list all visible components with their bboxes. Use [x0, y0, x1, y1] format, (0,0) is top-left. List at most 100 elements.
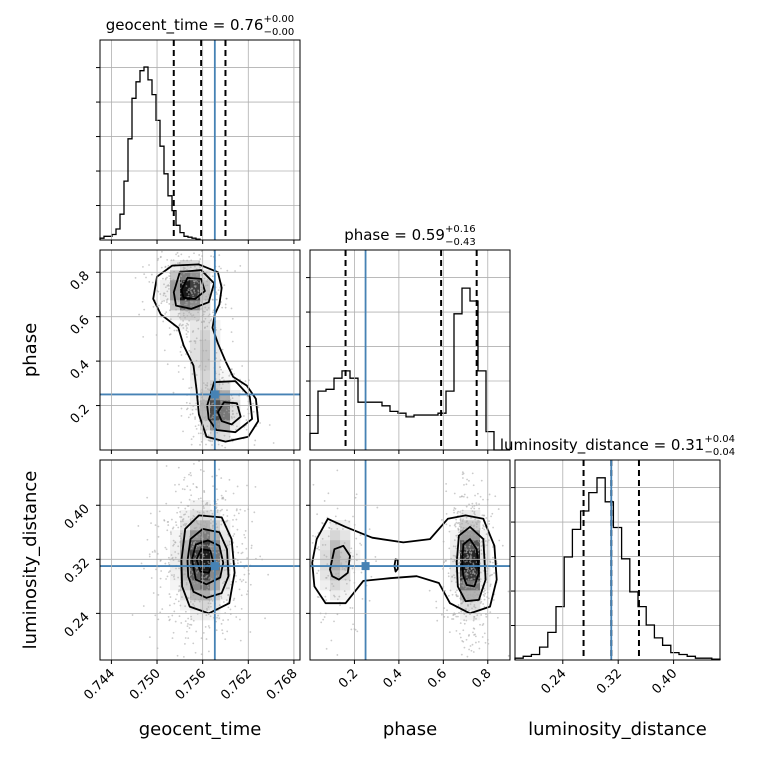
scatter-point [202, 399, 205, 401]
scatter-point [466, 556, 468, 559]
scatter-point [191, 373, 194, 375]
scatter-point [155, 568, 157, 571]
scatter-point [184, 643, 186, 645]
scatter-point [498, 539, 501, 542]
scatter-point [175, 567, 177, 570]
scatter-point [470, 524, 473, 527]
scatter-point [494, 495, 497, 498]
scatter-point [208, 412, 211, 415]
scatter-point [447, 572, 450, 575]
scatter-point [354, 496, 357, 499]
scatter-point [169, 275, 172, 277]
scatter-point [453, 539, 456, 542]
x-tick-label: 0.2 [336, 666, 361, 691]
density-cell [200, 410, 211, 421]
scatter-point [203, 544, 206, 547]
scatter-point [178, 560, 181, 563]
scatter-point [228, 435, 231, 438]
scatter-point [470, 557, 472, 560]
scatter-point [490, 515, 492, 518]
scatter-point [178, 483, 180, 486]
scatter-point [184, 620, 187, 623]
scatter-point [496, 616, 499, 619]
scatter-point [166, 363, 169, 366]
scatter-point [245, 428, 248, 431]
scatter-point [164, 562, 167, 565]
scatter-point [221, 383, 224, 386]
scatter-point [470, 586, 473, 589]
scatter-point [458, 521, 461, 524]
scatter-point [169, 618, 171, 621]
scatter-point [464, 608, 467, 611]
scatter-point [215, 408, 218, 411]
scatter-point [220, 597, 223, 599]
scatter-point [210, 578, 213, 580]
density-cell [230, 420, 241, 431]
scatter-point [188, 473, 190, 476]
scatter-point [215, 328, 218, 331]
scatter-point [164, 312, 167, 315]
scatter-point [484, 641, 487, 644]
scatter-point [199, 265, 202, 268]
scatter-point [175, 308, 177, 311]
scatter-point [187, 289, 190, 291]
scatter-point [200, 274, 203, 276]
scatter-point [239, 618, 241, 621]
scatter-point [199, 308, 201, 311]
density-cell [180, 320, 191, 331]
scatter-point [176, 511, 179, 514]
scatter-point [471, 572, 474, 575]
scatter-point [169, 531, 172, 534]
scatter-point [177, 364, 180, 367]
scatter-point [165, 301, 168, 303]
scatter-point [208, 626, 211, 629]
scatter-point [470, 567, 473, 570]
scatter-point [184, 570, 187, 572]
density-cell [470, 570, 481, 581]
scatter-point [164, 295, 167, 298]
scatter-point [465, 551, 468, 554]
scatter-point [376, 506, 379, 509]
scatter-point [329, 589, 332, 592]
scatter-point [203, 566, 206, 569]
scatter-point [180, 414, 183, 417]
scatter-point [166, 258, 169, 261]
scatter-point [477, 549, 480, 552]
scatter-point [195, 630, 198, 633]
scatter-point [470, 649, 473, 652]
scatter-point [211, 527, 214, 529]
scatter-point [192, 594, 195, 597]
scatter-point [243, 566, 246, 569]
scatter-point [462, 592, 465, 595]
truth-marker [361, 562, 370, 571]
scatter-point [225, 409, 228, 412]
density-cell [220, 400, 231, 411]
scatter-point [465, 638, 468, 641]
scatter-point [218, 383, 221, 386]
scatter-point [453, 559, 456, 562]
scatter-point [192, 435, 195, 438]
histogram-step [514, 477, 721, 660]
scatter-point [463, 569, 466, 572]
scatter-point [441, 519, 443, 521]
truth-marker [210, 562, 219, 571]
scatter-point [216, 509, 219, 512]
y-tick-label: 0.6 [68, 313, 93, 338]
scatter-point [174, 521, 177, 524]
density-cell [460, 540, 471, 551]
scatter-point [469, 551, 471, 554]
scatter-point [194, 598, 197, 601]
density-cell [190, 590, 201, 601]
scatter-point [206, 298, 209, 301]
scatter-point [203, 562, 206, 565]
y-tick-label: 0.8 [68, 268, 93, 293]
scatter-point [465, 521, 468, 524]
density-cell [190, 510, 201, 521]
scatter-point [454, 591, 457, 594]
scatter-point [351, 567, 354, 570]
scatter-point [190, 494, 193, 497]
scatter-point [206, 534, 209, 536]
scatter-point [179, 541, 182, 543]
scatter-point [211, 429, 213, 432]
scatter-point [462, 527, 465, 529]
